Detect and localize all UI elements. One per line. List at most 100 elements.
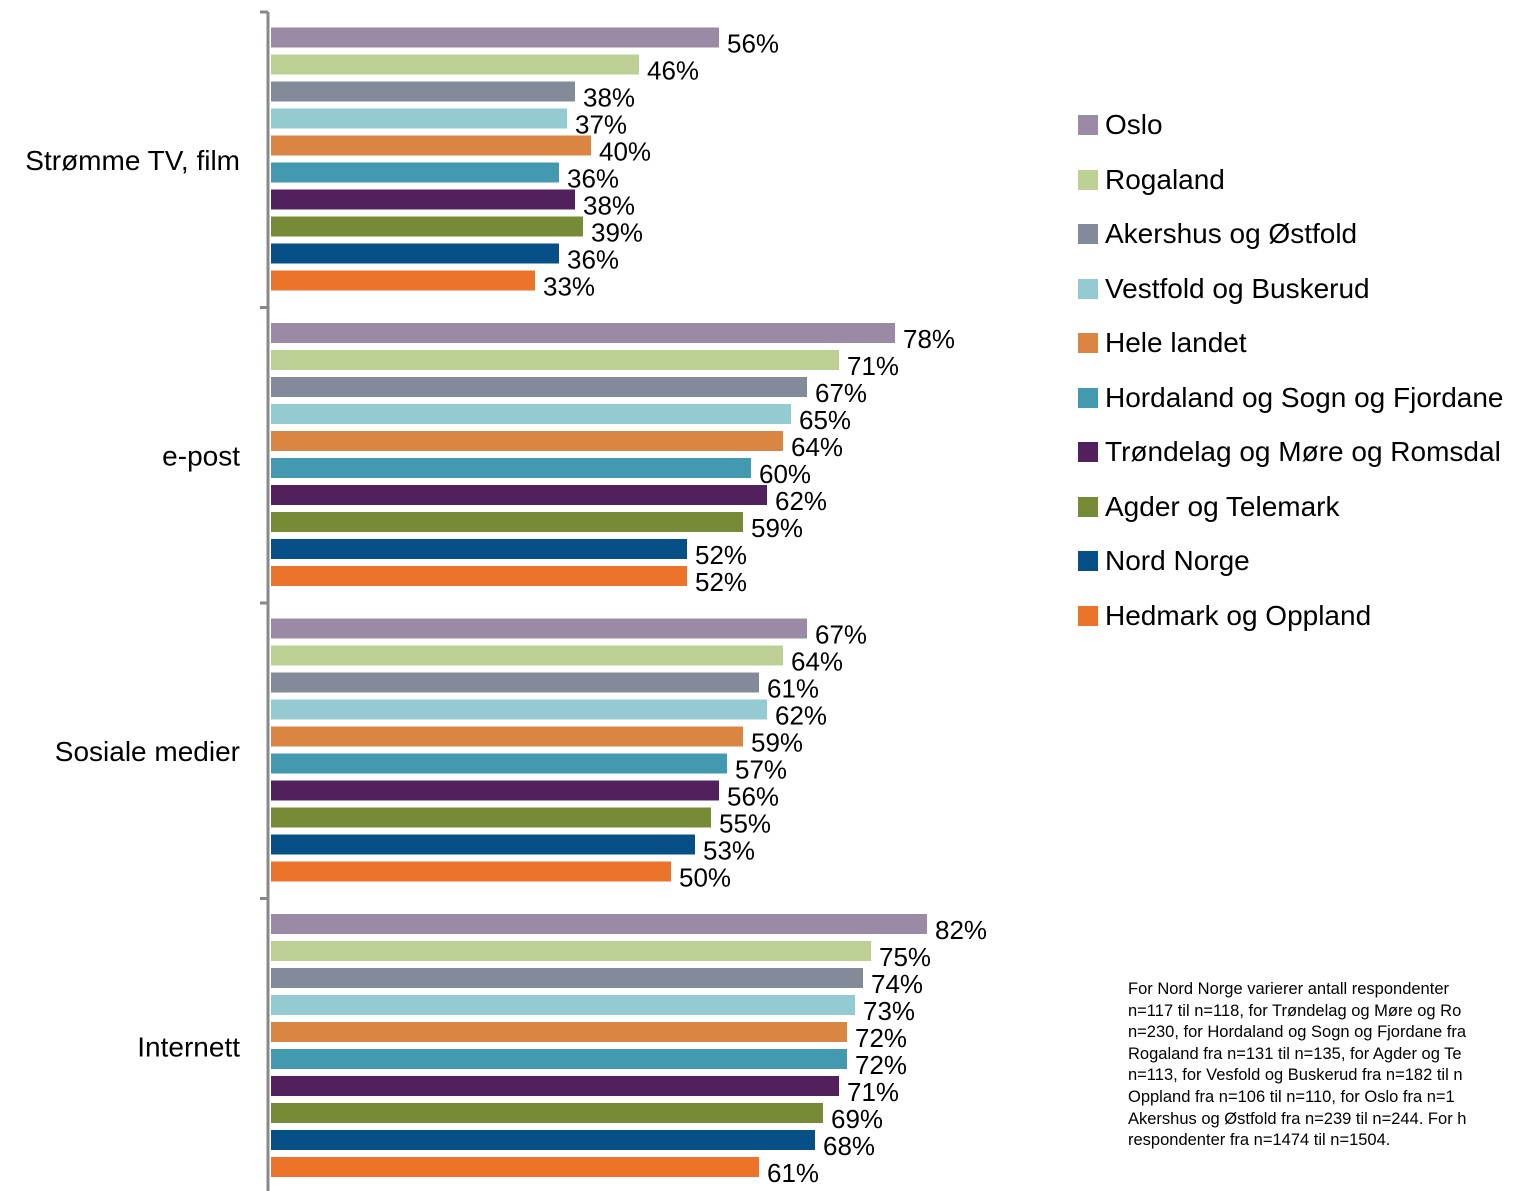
legend-swatch [1078,605,1098,626]
bar [271,807,711,828]
data-label: 56% [727,782,779,812]
bar [271,968,863,988]
data-label: 52% [695,567,747,597]
bar [271,753,727,774]
legend-swatch [1078,278,1098,299]
note-line: respondenter fra n=1474 til n=1504. [1128,1131,1391,1150]
legend-swatch [1078,224,1098,245]
legend-item: Hele landet [1078,316,1504,371]
note-line: Oppland fra n=106 til n=110, for Oslo fr… [1128,1087,1455,1106]
bar [271,1076,839,1096]
bar [271,780,719,801]
category-label: e-post [162,440,240,471]
legend-label: Rogaland [1105,163,1225,195]
data-label: 37% [575,110,627,140]
bar [271,431,783,451]
legend-item: Trøndelag og Møre og Romsdal [1078,425,1504,480]
legend-swatch [1078,551,1098,572]
data-label: 36% [567,164,619,194]
legend-label: Akershus og Østfold [1105,218,1358,250]
bar [271,834,695,855]
data-label: 61% [767,1158,819,1188]
data-label: 46% [647,56,699,86]
data-label: 69% [831,1104,883,1134]
bar [271,1103,823,1123]
data-label: 62% [775,486,827,516]
legend-label: Oslo [1105,109,1163,141]
bar [271,699,767,720]
bar [271,1049,847,1069]
bar [271,243,559,264]
note-line: Akershus og Østfold fra n=239 til n=244.… [1128,1109,1467,1128]
bar [271,1022,847,1042]
data-label: 59% [751,513,803,543]
bar [271,135,591,156]
legend-item: Vestfold og Buskerud [1078,262,1504,317]
legend-swatch [1078,442,1098,463]
respondent-note: For Nord Norge varierer antall responden… [1128,979,1515,1152]
data-label: 74% [871,969,923,999]
data-label: 39% [591,218,643,248]
data-label: 67% [815,620,867,650]
bar [271,861,671,882]
legend: Oslo Rogaland Akershus og Østfold Vestfold … [1078,98,1504,643]
bar [271,539,687,559]
category-label: Internett [137,1031,240,1062]
legend-item: Rogaland [1078,153,1504,208]
category-label: Sosiale medier [55,736,240,767]
legend-item: Oslo [1078,98,1504,153]
data-label: 59% [751,728,803,758]
note-line: Rogaland fra n=131 til n=135, for Agder … [1128,1044,1462,1063]
bar [271,512,743,532]
data-label: 71% [847,351,899,381]
legend-item: Agder og Telemark [1078,480,1504,535]
data-label: 73% [863,996,915,1026]
bar [271,726,743,747]
bar [271,645,783,666]
bar [271,1157,759,1177]
data-label: 55% [719,809,771,839]
bar [271,108,567,129]
legend-swatch [1078,115,1098,136]
legend-label: Hordaland og Sogn og Fjordane [1105,381,1504,413]
data-label: 38% [583,83,635,113]
bar [271,485,767,505]
bar [271,458,751,478]
legend-swatch [1078,333,1098,354]
data-label: 78% [903,324,955,354]
note-line: For Nord Norge varierer antall responden… [1128,980,1449,998]
bar [271,941,871,961]
data-label: 64% [791,432,843,462]
bar [271,350,839,370]
legend-item: Hedmark og Oppland [1078,589,1504,644]
data-label: 56% [727,29,779,59]
bar [271,27,719,48]
data-label: 52% [695,540,747,570]
legend-item: Hordaland og Sogn og Fjordane [1078,371,1504,426]
legend-item: Akershus og Østfold [1078,207,1504,262]
bar [271,618,807,639]
legend-swatch [1078,496,1098,517]
data-label: 62% [775,701,827,731]
bar [271,566,687,586]
legend-label: Trøndelag og Møre og Romsdal [1105,436,1501,468]
legend-item: Nord Norge [1078,534,1504,589]
legend-label: Hedmark og Oppland [1105,599,1372,631]
data-label: 53% [703,836,755,866]
bar [271,216,583,237]
legend-label: Hele landet [1105,327,1247,359]
data-label: 60% [759,459,811,489]
data-label: 50% [679,863,731,893]
note-line: n=117 til n=118, for Trøndelag og Møre o… [1128,1001,1462,1020]
data-label: 68% [823,1131,875,1161]
data-label: 72% [855,1050,907,1080]
data-label: 82% [935,915,987,945]
data-label: 72% [855,1023,907,1053]
data-label: 36% [567,245,619,275]
bar [271,54,639,75]
bar [271,270,535,291]
bar [271,81,575,102]
bar [271,914,927,934]
bar [271,995,855,1015]
